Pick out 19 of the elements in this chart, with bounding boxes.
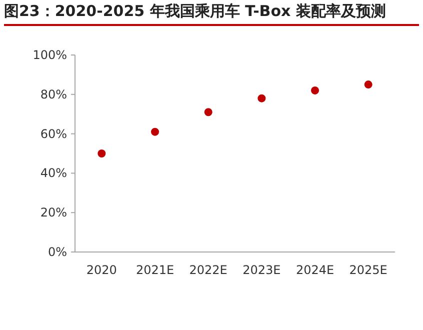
x-tick-label: 2020	[86, 263, 117, 277]
x-tick-label: 2022E	[189, 263, 228, 277]
y-tick-label: 80%	[40, 87, 67, 102]
y-tick-label: 20%	[40, 206, 67, 220]
chart-title: 图23：2020-2025 年我国乘用车 T-Box 装配率及预测	[4, 2, 419, 26]
x-tick-label: 2021E	[136, 263, 174, 277]
y-tick-label: 40%	[40, 166, 67, 180]
x-tick-label: 2023E	[242, 263, 281, 277]
y-tick-label: 60%	[40, 126, 67, 141]
point	[98, 150, 106, 158]
point	[258, 94, 266, 102]
point	[151, 128, 159, 136]
point	[311, 86, 319, 94]
y-tick-label: 0%	[48, 245, 67, 259]
x-tick-label: 2024E	[296, 263, 334, 277]
point	[204, 108, 212, 116]
x-tick-label: 2025E	[349, 263, 388, 277]
y-tick-label: 100%	[32, 48, 67, 62]
point	[364, 80, 372, 89]
